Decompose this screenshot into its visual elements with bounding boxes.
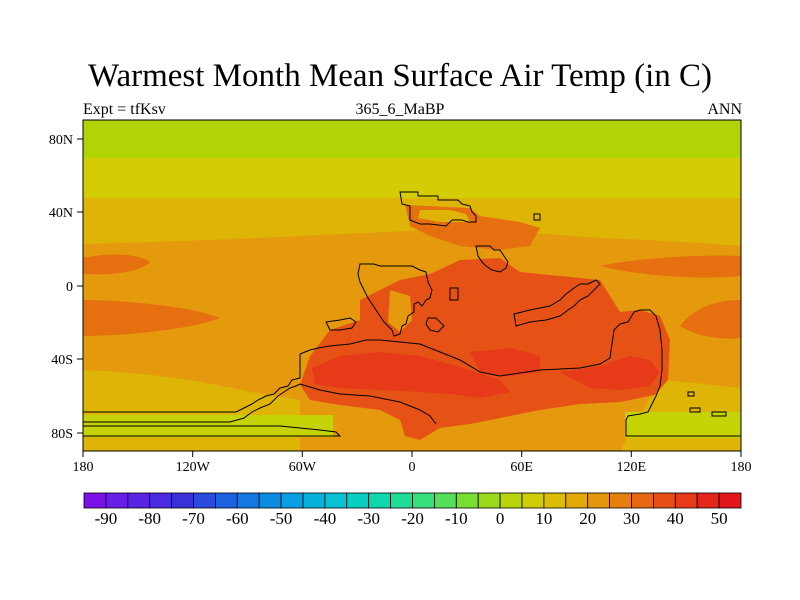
x-tick-0: 0 xyxy=(409,460,416,475)
colorbar-box xyxy=(609,492,632,509)
coast-island-north xyxy=(533,213,541,221)
cool-patch-north xyxy=(418,210,470,222)
colorbar-boxes xyxy=(83,492,742,509)
colorbar-box xyxy=(477,492,501,509)
colorbar-box xyxy=(368,492,392,509)
coast-tropic-inlet xyxy=(425,317,445,333)
y-tick-0: 0 xyxy=(66,280,73,295)
hottest-region-west xyxy=(312,352,510,398)
colorbar-box xyxy=(587,492,611,509)
colorbar-box xyxy=(302,492,326,509)
colorbar-box xyxy=(149,492,172,509)
colorbar-box xyxy=(653,492,676,509)
coast-main-continent xyxy=(357,263,433,337)
colorbar-box xyxy=(455,492,479,509)
colorbar-box xyxy=(631,492,654,509)
colorbar-box xyxy=(171,492,194,509)
colorbar-box xyxy=(499,492,523,509)
colorbar-box xyxy=(346,492,370,509)
coast-north-peninsula xyxy=(475,245,509,273)
x-tick-60e: 60E xyxy=(510,460,533,475)
coast-north-continent xyxy=(399,191,477,227)
y-tick-40s: 40S xyxy=(51,353,73,368)
colorbar-box xyxy=(324,492,348,509)
hottest-region-center xyxy=(470,348,540,376)
colorbar-box xyxy=(696,492,720,509)
band-arctic xyxy=(83,120,741,158)
colorbar-label: 20 xyxy=(579,509,596,528)
coast-southwest-inner xyxy=(83,383,437,425)
experiment-label: Expt = tfKsv xyxy=(83,101,166,118)
period-label: 365_6_MaBP xyxy=(355,101,445,118)
colorbar-label: 40 xyxy=(667,509,684,528)
colorbar-box xyxy=(127,492,151,509)
colorbar-box xyxy=(674,492,698,509)
y-tick-80s: 80S xyxy=(51,427,73,442)
band-south-tropic-west xyxy=(83,300,220,336)
coastlines xyxy=(83,191,741,437)
colorbar-label: -90 xyxy=(95,509,118,528)
map-field xyxy=(83,120,741,451)
cool-patch-tropic xyxy=(388,290,412,332)
y-tick-40n: 40N xyxy=(49,206,73,221)
x-tick-180e: 180 xyxy=(731,460,752,475)
colorbar-box xyxy=(433,492,457,509)
map-title: Warmest Month Mean Surface Air Temp (in … xyxy=(87,58,713,94)
colorbar-label: -60 xyxy=(226,509,249,528)
colorbar-label: -40 xyxy=(314,509,337,528)
colorbar-label: 0 xyxy=(496,509,505,528)
colorbar-box xyxy=(105,492,129,509)
colorbar-label: 30 xyxy=(623,509,640,528)
band-equatorial-east xyxy=(600,255,741,278)
colorbar-box xyxy=(258,492,282,509)
coast-antarctic-west xyxy=(83,425,342,437)
x-tick-60w: 60W xyxy=(289,460,317,475)
y-tick-80n: 80N xyxy=(49,133,73,148)
x-tick-120e: 120E xyxy=(617,460,647,475)
colorbar-label: 10 xyxy=(535,509,552,528)
coast-east-islands xyxy=(687,391,727,417)
band-north-mid xyxy=(83,158,741,198)
colorbar-label: -80 xyxy=(138,509,161,528)
colorbar-box xyxy=(280,492,304,509)
band-south-tropic-east xyxy=(680,300,741,339)
colorbar-box xyxy=(718,492,742,509)
coast-west-inlet xyxy=(325,317,357,331)
x-tick-180w: 180 xyxy=(73,460,94,475)
colorbar-box xyxy=(565,492,589,509)
colorbar-box xyxy=(412,492,435,509)
coast-east-arm xyxy=(513,279,601,327)
y-axis-labels: 80N 40N 0 40S 80S xyxy=(49,133,73,442)
colorbar-box xyxy=(214,492,238,509)
season-label: ANN xyxy=(707,101,742,118)
coast-tropic-island xyxy=(449,287,459,301)
colorbar-box xyxy=(390,492,413,509)
colorbar-box xyxy=(83,492,107,509)
colorbar-label: -10 xyxy=(445,509,468,528)
colorbar-label: 50 xyxy=(711,509,728,528)
colorbar-box xyxy=(236,492,260,509)
colorbar-box xyxy=(521,492,545,509)
coast-southwest-arm xyxy=(83,354,301,413)
band-equatorial-west xyxy=(83,254,150,275)
x-tick-120w: 120W xyxy=(176,460,211,475)
coast-southern-continent xyxy=(299,309,741,437)
colorbar-label: -30 xyxy=(357,509,380,528)
colorbar-label: -70 xyxy=(182,509,205,528)
colorbar-box xyxy=(193,492,216,509)
colorbar-label: -20 xyxy=(401,509,424,528)
axis-ticks xyxy=(77,138,742,457)
colorbar-label: -50 xyxy=(270,509,293,528)
hottest-region-east xyxy=(560,356,660,390)
x-axis-labels: 180 120W 60W 0 60E 120E 180 xyxy=(73,460,752,475)
colorbar-labels: -90 -80 -70 -60 -50 -40 -30 -20 -10 0 10 20 30 40 50 xyxy=(95,509,728,528)
colorbar-box xyxy=(543,492,567,509)
